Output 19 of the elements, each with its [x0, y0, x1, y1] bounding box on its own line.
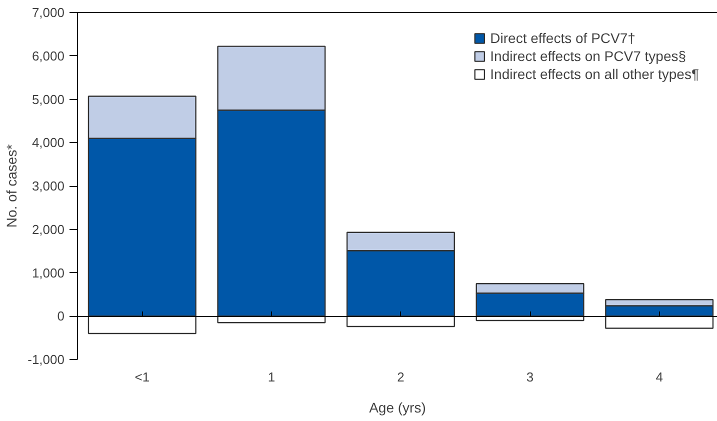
y-tick-label: 4,000: [32, 135, 65, 150]
x-tick-label: 2: [397, 370, 404, 384]
x-tick-label: 1: [268, 370, 276, 384]
x-tick-label: 4: [656, 370, 663, 384]
x-tick-label: <1: [134, 370, 150, 384]
x-axis-title: Age (yrs): [369, 400, 426, 416]
legend-label: Indirect effects on all other types¶: [490, 66, 699, 82]
y-tick-label: 7,000: [32, 5, 65, 20]
legend-label: Indirect effects on PCV7 types§: [490, 48, 686, 64]
x-tick-label: 3: [526, 370, 534, 384]
y-tick-label: 6,000: [32, 48, 65, 64]
y-tick-label: 0: [57, 308, 65, 324]
y-tick-label: -1,000: [28, 352, 65, 367]
y-axis-title: No. of cases*: [4, 144, 20, 228]
y-tick-label: 3,000: [32, 178, 65, 194]
y-tick-label: 1,000: [32, 265, 65, 280]
y-tick-label: 2,000: [32, 222, 65, 237]
legend-label: Direct effects of PCV7†: [490, 30, 636, 46]
y-tick-label: 5,000: [32, 92, 65, 107]
